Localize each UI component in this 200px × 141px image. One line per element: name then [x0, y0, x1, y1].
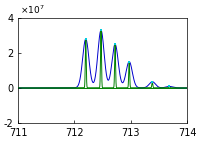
Text: $\times 10^7$: $\times 10^7$ — [20, 4, 44, 16]
